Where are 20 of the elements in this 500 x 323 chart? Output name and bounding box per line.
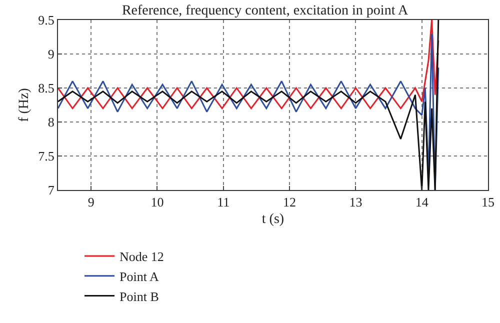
legend-label: Point A <box>120 268 160 284</box>
legend-label: Node 12 <box>120 249 164 264</box>
x-tick-label: 12 <box>283 194 296 210</box>
y-tick-label: 9 <box>48 46 54 62</box>
x-tick-label: 11 <box>217 194 230 210</box>
chart-title: Reference, frequency content, excitation in point A <box>122 4 409 19</box>
line-series <box>58 20 440 110</box>
y-axis-title: f (Hz) <box>16 88 32 122</box>
x-tick-label: 10 <box>150 194 164 210</box>
y-tick-label: 8.5 <box>38 80 54 96</box>
y-tick-label: 9.5 <box>38 12 54 28</box>
x-tick-label: 14 <box>415 194 429 210</box>
y-tick-label: 7 <box>48 182 55 198</box>
x-tick-label: 15 <box>482 194 494 210</box>
legend-label: Point B <box>120 288 160 304</box>
y-tick-label: 7.5 <box>38 148 54 164</box>
y-tick-label: 8 <box>48 114 54 130</box>
x-tick-label: 13 <box>349 194 362 210</box>
x-tick-label: 9 <box>88 194 94 210</box>
x-axis-title: t (s) <box>262 212 284 227</box>
